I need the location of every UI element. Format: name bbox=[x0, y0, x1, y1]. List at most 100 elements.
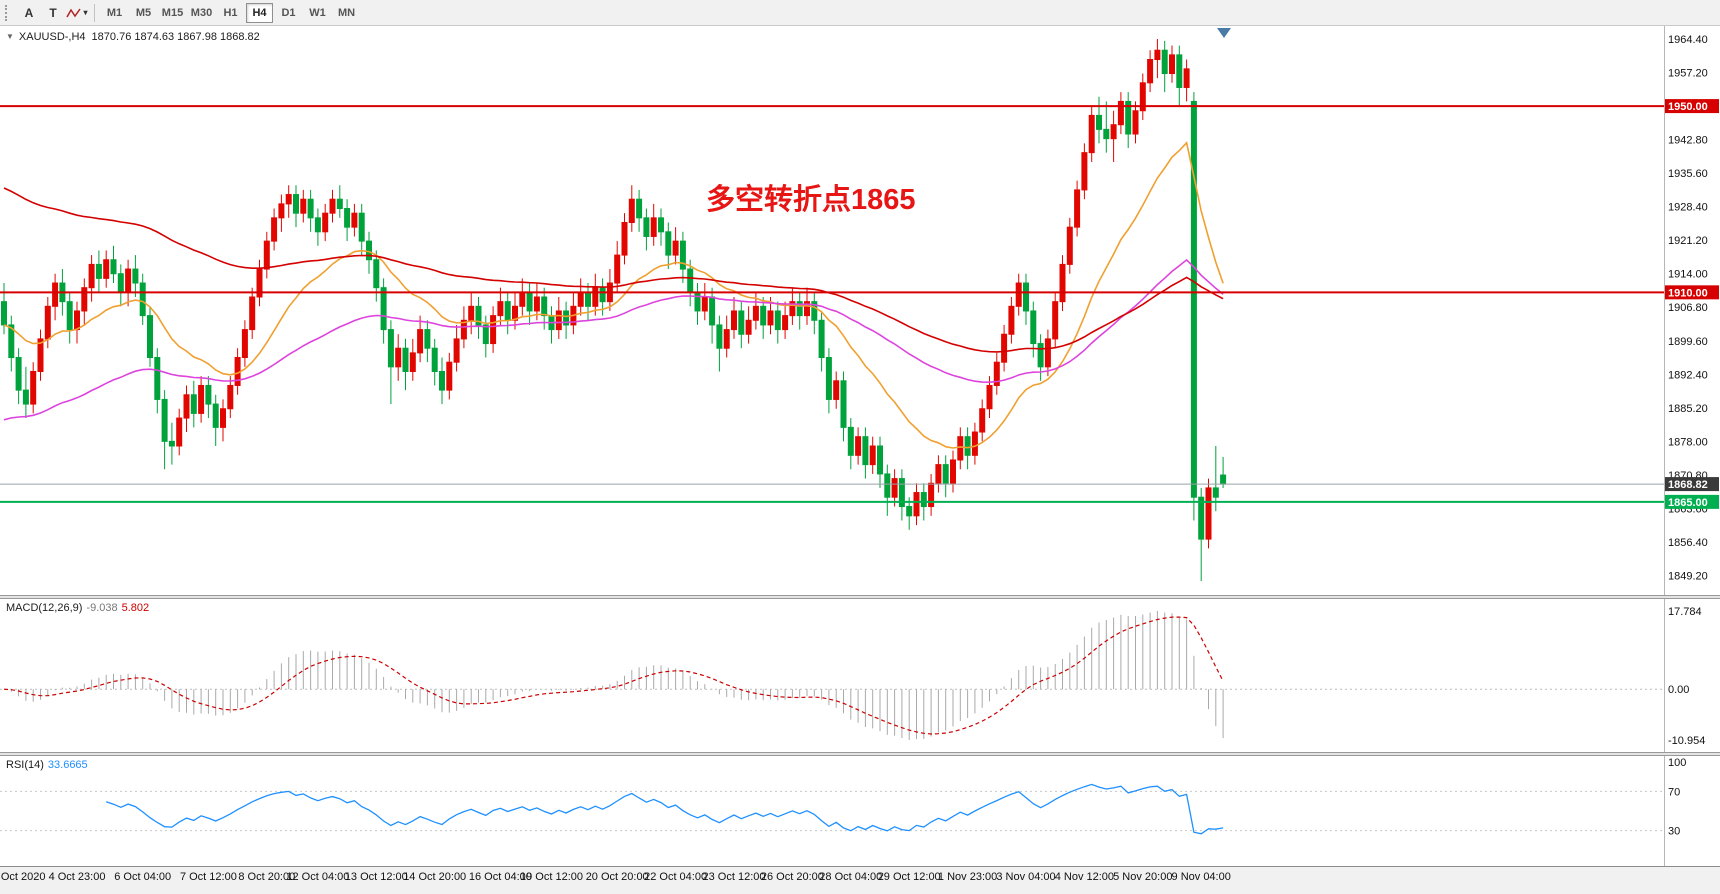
time-axis-label: 22 Oct 04:00 bbox=[644, 871, 708, 883]
candle-body bbox=[402, 347, 409, 372]
candle-body bbox=[103, 259, 110, 279]
candle-body bbox=[300, 198, 307, 214]
toolbar-grip[interactable] bbox=[5, 4, 11, 21]
ma-fast-line[interactable] bbox=[3, 141, 1224, 449]
svg-text:1928.40: 1928.40 bbox=[1668, 202, 1708, 214]
ma-slow-line[interactable] bbox=[3, 187, 1224, 353]
candle-body bbox=[147, 315, 153, 359]
candle-body bbox=[424, 329, 431, 349]
svg-text:1849.20: 1849.20 bbox=[1668, 570, 1708, 582]
candle-body bbox=[533, 296, 540, 312]
candle-body bbox=[913, 492, 920, 517]
rsi-indicator-label: RSI(14) 33.6665 bbox=[6, 759, 92, 771]
timeframe-button-m5[interactable]: M5 bbox=[135, 6, 152, 19]
macd-main-value: -9.038 bbox=[86, 602, 118, 614]
candle-body bbox=[322, 212, 329, 233]
candle-body bbox=[482, 324, 489, 345]
svg-text:1910.00: 1910.00 bbox=[1668, 287, 1708, 299]
candle-body bbox=[387, 329, 394, 368]
candle-body bbox=[614, 254, 621, 284]
svg-text:1906.80: 1906.80 bbox=[1668, 302, 1708, 314]
candle-body bbox=[314, 217, 321, 233]
candle-body bbox=[417, 329, 424, 354]
candle-body bbox=[1183, 68, 1190, 88]
price-axis-separator bbox=[1664, 26, 1665, 866]
candle-body bbox=[971, 431, 978, 456]
time-axis-label: 23 Oct 12:00 bbox=[702, 871, 766, 883]
candle-body bbox=[241, 329, 248, 359]
candle-body bbox=[1139, 82, 1146, 112]
candle-body bbox=[212, 403, 219, 428]
pane-divider-macd[interactable] bbox=[0, 595, 1720, 599]
candle-body bbox=[190, 394, 197, 414]
candle-body bbox=[541, 296, 548, 317]
ma-mid-line[interactable] bbox=[3, 258, 1224, 421]
candle-body bbox=[1081, 152, 1088, 191]
candle-body bbox=[74, 310, 80, 331]
candle-body bbox=[555, 310, 562, 331]
candle-body bbox=[942, 464, 949, 484]
candle-body bbox=[497, 301, 504, 317]
candle-body bbox=[125, 268, 132, 293]
candle-body bbox=[1110, 124, 1117, 140]
label-tool-button[interactable]: A bbox=[24, 5, 34, 20]
candle-body bbox=[1176, 54, 1183, 88]
candle-body bbox=[687, 268, 694, 293]
chart-shift-marker[interactable] bbox=[1217, 28, 1231, 38]
candle-body bbox=[1066, 226, 1073, 265]
timeframe-button-h1[interactable]: H1 bbox=[223, 6, 238, 19]
timeframe-toolbar: M1 M5 M15 M30 H1 H4 D1 W1 MN bbox=[100, 2, 361, 23]
candle-body bbox=[672, 240, 679, 256]
pane-divider-rsi[interactable] bbox=[0, 752, 1720, 756]
candle-body bbox=[293, 194, 299, 214]
rsi-line bbox=[105, 783, 1224, 835]
candle-body bbox=[643, 217, 650, 237]
price-tag-1910.00 bbox=[1665, 285, 1719, 300]
candle-body bbox=[1212, 487, 1219, 498]
rsi-value: 33.6665 bbox=[47, 759, 88, 771]
candle-body bbox=[139, 282, 146, 317]
timeframe-button-mn[interactable]: MN bbox=[337, 6, 356, 19]
candle-body bbox=[840, 380, 847, 428]
svg-text:-10.954: -10.954 bbox=[1668, 735, 1705, 747]
candle-body bbox=[373, 259, 380, 289]
chart-annotation-text: 多空转折点1865 bbox=[706, 184, 916, 216]
candle-body bbox=[1169, 54, 1175, 74]
symbol-dropdown-icon[interactable]: ▼ bbox=[6, 32, 14, 41]
timeframe-button-w1[interactable]: W1 bbox=[309, 6, 326, 19]
zigzag-icon bbox=[66, 8, 82, 17]
timeframe-button-m30[interactable]: M30 bbox=[190, 6, 213, 19]
svg-text:1865.00: 1865.00 bbox=[1668, 497, 1708, 509]
candle-body bbox=[1198, 496, 1205, 540]
candle-body bbox=[1096, 114, 1102, 130]
timeframe-button-d1[interactable]: D1 bbox=[281, 6, 296, 19]
candle-body bbox=[760, 305, 767, 326]
svg-text:17.784: 17.784 bbox=[1668, 606, 1702, 618]
price-axis[interactable] bbox=[1664, 26, 1720, 866]
candlesticks bbox=[1, 39, 1227, 582]
candle-body bbox=[66, 301, 73, 331]
candle-body bbox=[709, 296, 716, 326]
candle-body bbox=[884, 473, 891, 498]
candle-body bbox=[526, 291, 533, 312]
candle-body bbox=[95, 263, 102, 279]
zigzag-tool-button[interactable]: ▾ bbox=[66, 3, 88, 23]
chart-ohlc-values: 1870.76 1874.63 1867.98 1868.82 bbox=[91, 31, 260, 43]
timeframe-button-m15[interactable]: M15 bbox=[161, 6, 184, 19]
candle-body bbox=[44, 305, 51, 340]
bid-price-tag bbox=[1665, 477, 1719, 492]
time-axis-label: 8 Oct 20:00 bbox=[238, 871, 296, 883]
candle-body bbox=[446, 361, 453, 391]
candle-body bbox=[599, 287, 606, 303]
candle-body bbox=[957, 436, 964, 461]
candle-body bbox=[1088, 114, 1095, 154]
text-tool-button[interactable]: T bbox=[49, 5, 57, 20]
timeframe-button-m1[interactable]: M1 bbox=[106, 6, 123, 19]
zigzag-dropdown-icon: ▾ bbox=[83, 8, 88, 17]
candle-body bbox=[1030, 310, 1037, 345]
time-axis-label: 29 Oct 12:00 bbox=[877, 871, 941, 883]
timeframe-button-h4[interactable]: H4 bbox=[246, 2, 273, 23]
